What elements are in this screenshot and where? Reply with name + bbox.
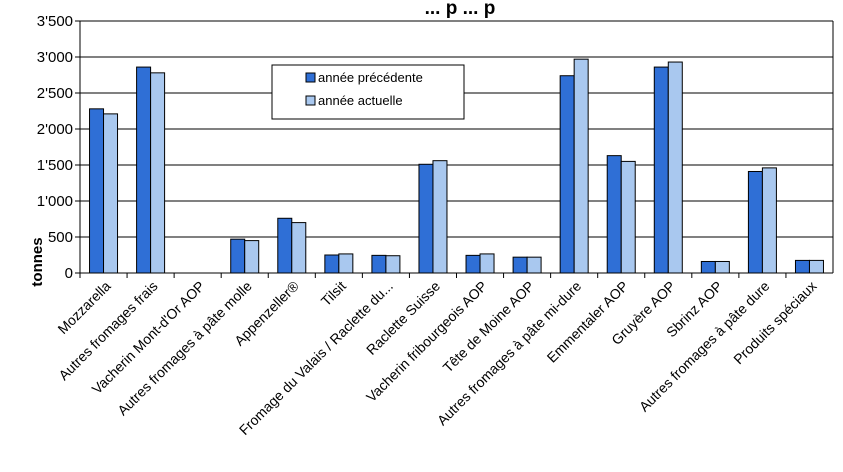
bar-current-year: [714, 260, 730, 274]
bar-current-year: [291, 222, 307, 274]
bar-current-year: [761, 167, 777, 274]
bar-current-year: [432, 160, 448, 274]
legend: année précédente année actuelle: [271, 64, 465, 120]
y-tick-label: 1'000: [37, 193, 73, 210]
bar-current-year: [479, 253, 495, 274]
bar-current-year: [667, 61, 683, 274]
legend-swatch: [305, 95, 316, 106]
y-tick-label: 2'000: [37, 121, 73, 138]
bar-previous-year: [465, 254, 481, 274]
legend-swatch: [305, 72, 316, 83]
plot-background: [80, 21, 833, 273]
bar-current-year: [385, 255, 401, 274]
category-label: Tilsit: [318, 278, 349, 309]
chart-title: ... p ... p: [425, 0, 496, 19]
bar-previous-year: [89, 108, 105, 274]
bar-current-year: [103, 113, 119, 274]
bar-previous-year: [512, 256, 528, 274]
plot-area: 0 500 1'000 1'500 2'000 2'500 3'000 3'500: [37, 13, 834, 282]
bar-current-year: [338, 253, 354, 274]
y-tick-label: 1'500: [37, 157, 73, 174]
y-tick-label: 3'500: [37, 13, 73, 30]
legend-label: année actuelle: [318, 93, 403, 108]
bar-current-year: [244, 240, 260, 274]
bar-previous-year: [418, 163, 434, 274]
bar-previous-year: [324, 254, 340, 274]
bar-previous-year: [371, 254, 387, 274]
bar-previous-year: [747, 170, 763, 274]
bar-current-year: [526, 256, 542, 274]
y-tick-label: 2'500: [37, 85, 73, 102]
category-label: Tête de Moine AOP: [440, 278, 538, 376]
y-tick-label: 0: [65, 265, 73, 282]
legend-box: [271, 64, 465, 120]
bar-current-year: [573, 58, 589, 274]
category-label: Emmentaler AOP: [544, 278, 632, 366]
bar-previous-year: [606, 155, 622, 274]
category-label: Produits spéciaux: [730, 278, 819, 367]
bar-previous-year: [653, 66, 669, 274]
bar-current-year: [150, 72, 166, 274]
bar-current-year: [620, 160, 636, 274]
bar-previous-year: [277, 217, 293, 274]
y-tick-label: 500: [48, 229, 73, 246]
legend-label: année précédente: [318, 70, 423, 85]
bar-previous-year: [700, 260, 716, 274]
bar-previous-year: [794, 259, 810, 274]
bar-previous-year: [559, 75, 575, 274]
bar-previous-year: [136, 66, 152, 274]
bar-previous-year: [230, 238, 246, 274]
y-tick-label: 3'000: [37, 49, 73, 66]
bar-current-year: [808, 259, 824, 274]
category-label: Fromage du Valais / Raclette du...: [236, 278, 396, 438]
y-axis-label: tonnes: [29, 237, 46, 286]
